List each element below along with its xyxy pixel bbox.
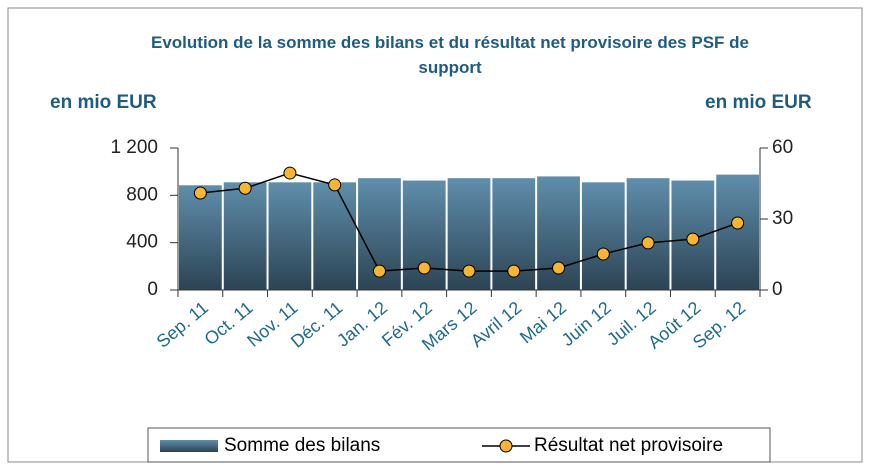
bar	[179, 185, 222, 290]
line-marker	[238, 181, 252, 195]
legend-label: Résultat net provisoire	[534, 435, 723, 456]
line-marker	[328, 178, 342, 192]
bar	[716, 174, 759, 290]
bar	[268, 182, 312, 290]
line-marker	[552, 261, 566, 275]
line-marker	[193, 186, 207, 200]
legend-box	[147, 427, 771, 463]
line-marker	[641, 236, 655, 250]
chart-title: Evolution de la somme des bilans et du r…	[151, 33, 749, 77]
line-marker	[372, 264, 386, 278]
y2-axis-label: en mio EUR	[705, 92, 812, 113]
line-marker	[462, 264, 476, 278]
legend-swatch	[160, 440, 218, 452]
bar	[313, 182, 357, 290]
y2-tick-label: 60	[772, 137, 793, 158]
y-tick-label: 800	[126, 184, 158, 205]
bar	[581, 182, 625, 290]
line-marker	[686, 232, 700, 246]
line-marker	[283, 166, 297, 180]
line-marker	[731, 216, 745, 230]
line-marker	[596, 247, 610, 261]
bar	[223, 182, 267, 290]
legend-marker	[499, 439, 513, 453]
legend-label: Somme des bilans	[224, 435, 380, 456]
y2-tick-label: 30	[772, 208, 793, 229]
y-tick-label: 0	[147, 279, 158, 300]
y-tick-label: 1 200	[110, 137, 158, 158]
bar	[626, 178, 670, 290]
line-marker	[507, 264, 521, 278]
y-tick-label: 400	[126, 232, 158, 253]
y-axis-label: en mio EUR	[50, 92, 157, 113]
y2-tick-label: 0	[772, 279, 783, 300]
line-marker	[417, 261, 431, 275]
